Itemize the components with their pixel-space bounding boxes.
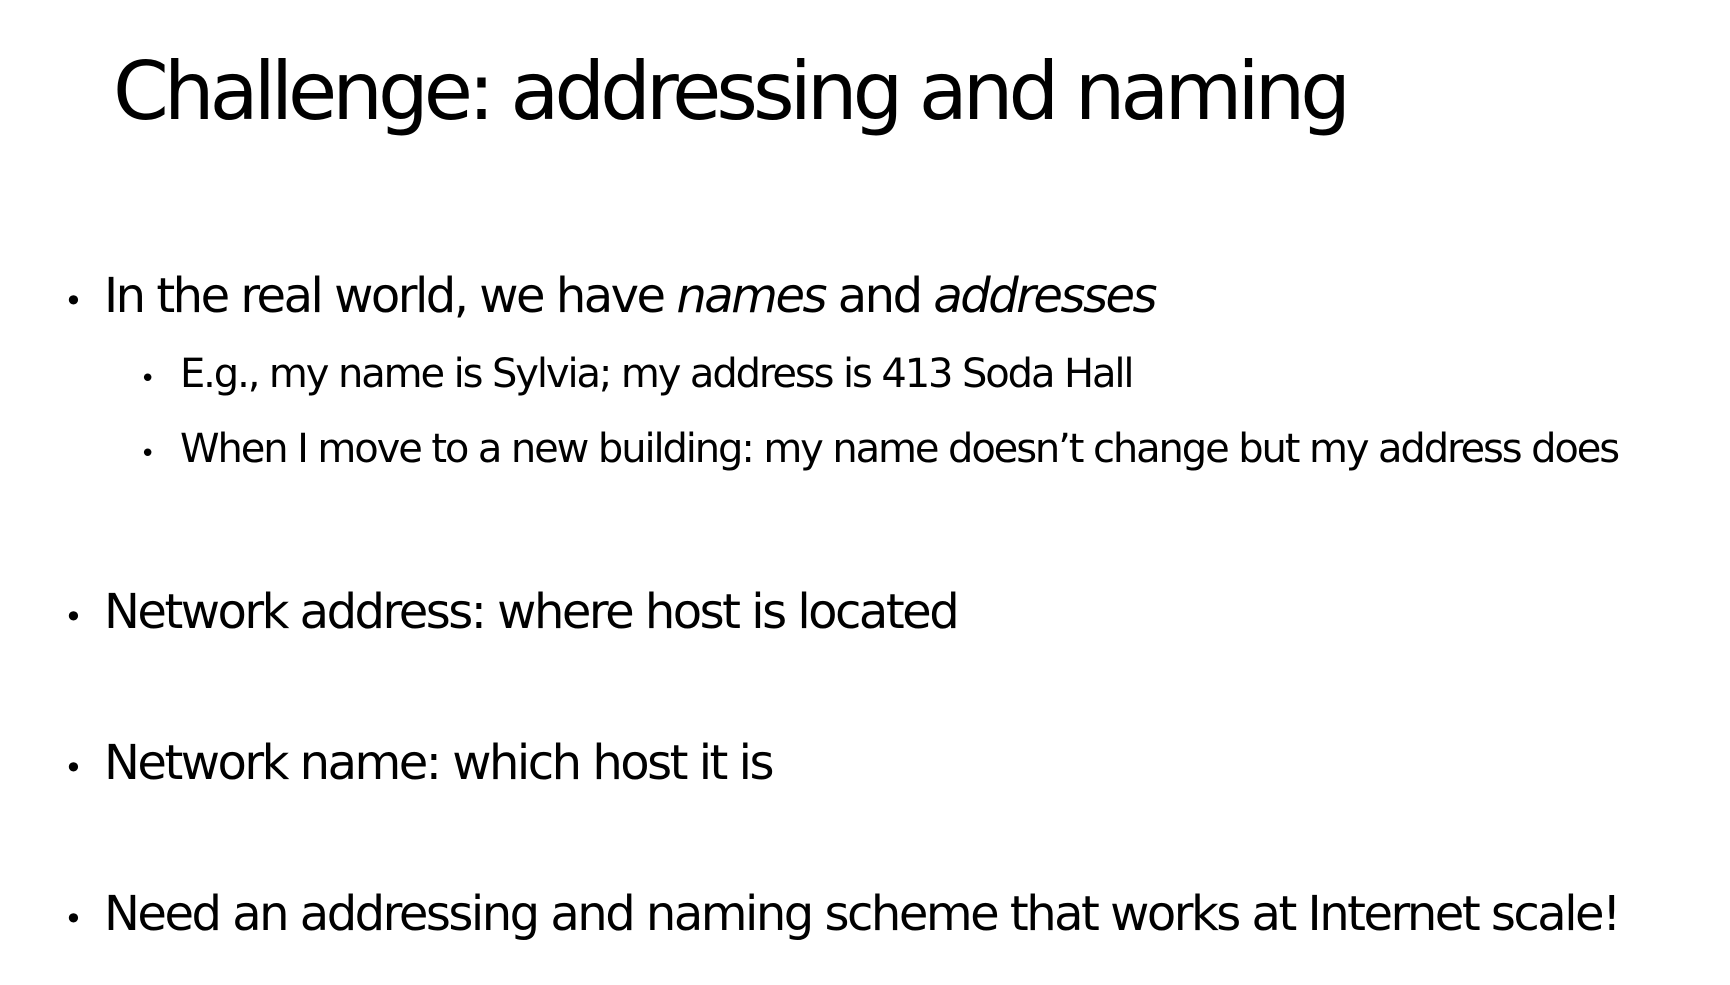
slide-title: Challenge: addressing and naming: [113, 45, 1351, 138]
sub-bullet-text: When I move to a new building: my name d…: [180, 426, 1620, 472]
bullet-network-name: • Network name: which host it is: [64, 735, 774, 793]
bullet-marker: •: [64, 749, 83, 787]
bullet-internet-scale: • Need an addressing and naming scheme t…: [64, 886, 1621, 944]
bullet-text: In the real world, we have names and add…: [104, 268, 1157, 324]
bullet-marker: •: [64, 598, 83, 636]
bullet-network-address: • Network address: where host is located: [64, 584, 960, 642]
bullet-marker: •: [140, 364, 156, 394]
bullet-names-and-addresses: • In the real world, we have names and a…: [64, 268, 1157, 326]
emphasis-addresses: addresses: [933, 268, 1157, 324]
bullet-marker: •: [140, 439, 156, 469]
bullet-marker: •: [64, 282, 83, 320]
bullet-text: Network address: where host is located: [104, 584, 960, 640]
emphasis-names: names: [676, 268, 827, 324]
bullet-text: Network name: which host it is: [104, 735, 774, 791]
sub-bullet-move: • When I move to a new building: my name…: [140, 425, 1620, 473]
sub-bullet-example: • E.g., my name is Sylvia; my address is…: [140, 350, 1135, 398]
bullet-text: Need an addressing and naming scheme tha…: [104, 886, 1621, 942]
sub-bullet-text: E.g., my name is Sylvia; my address is 4…: [180, 351, 1135, 397]
bullet-marker: •: [64, 900, 83, 938]
